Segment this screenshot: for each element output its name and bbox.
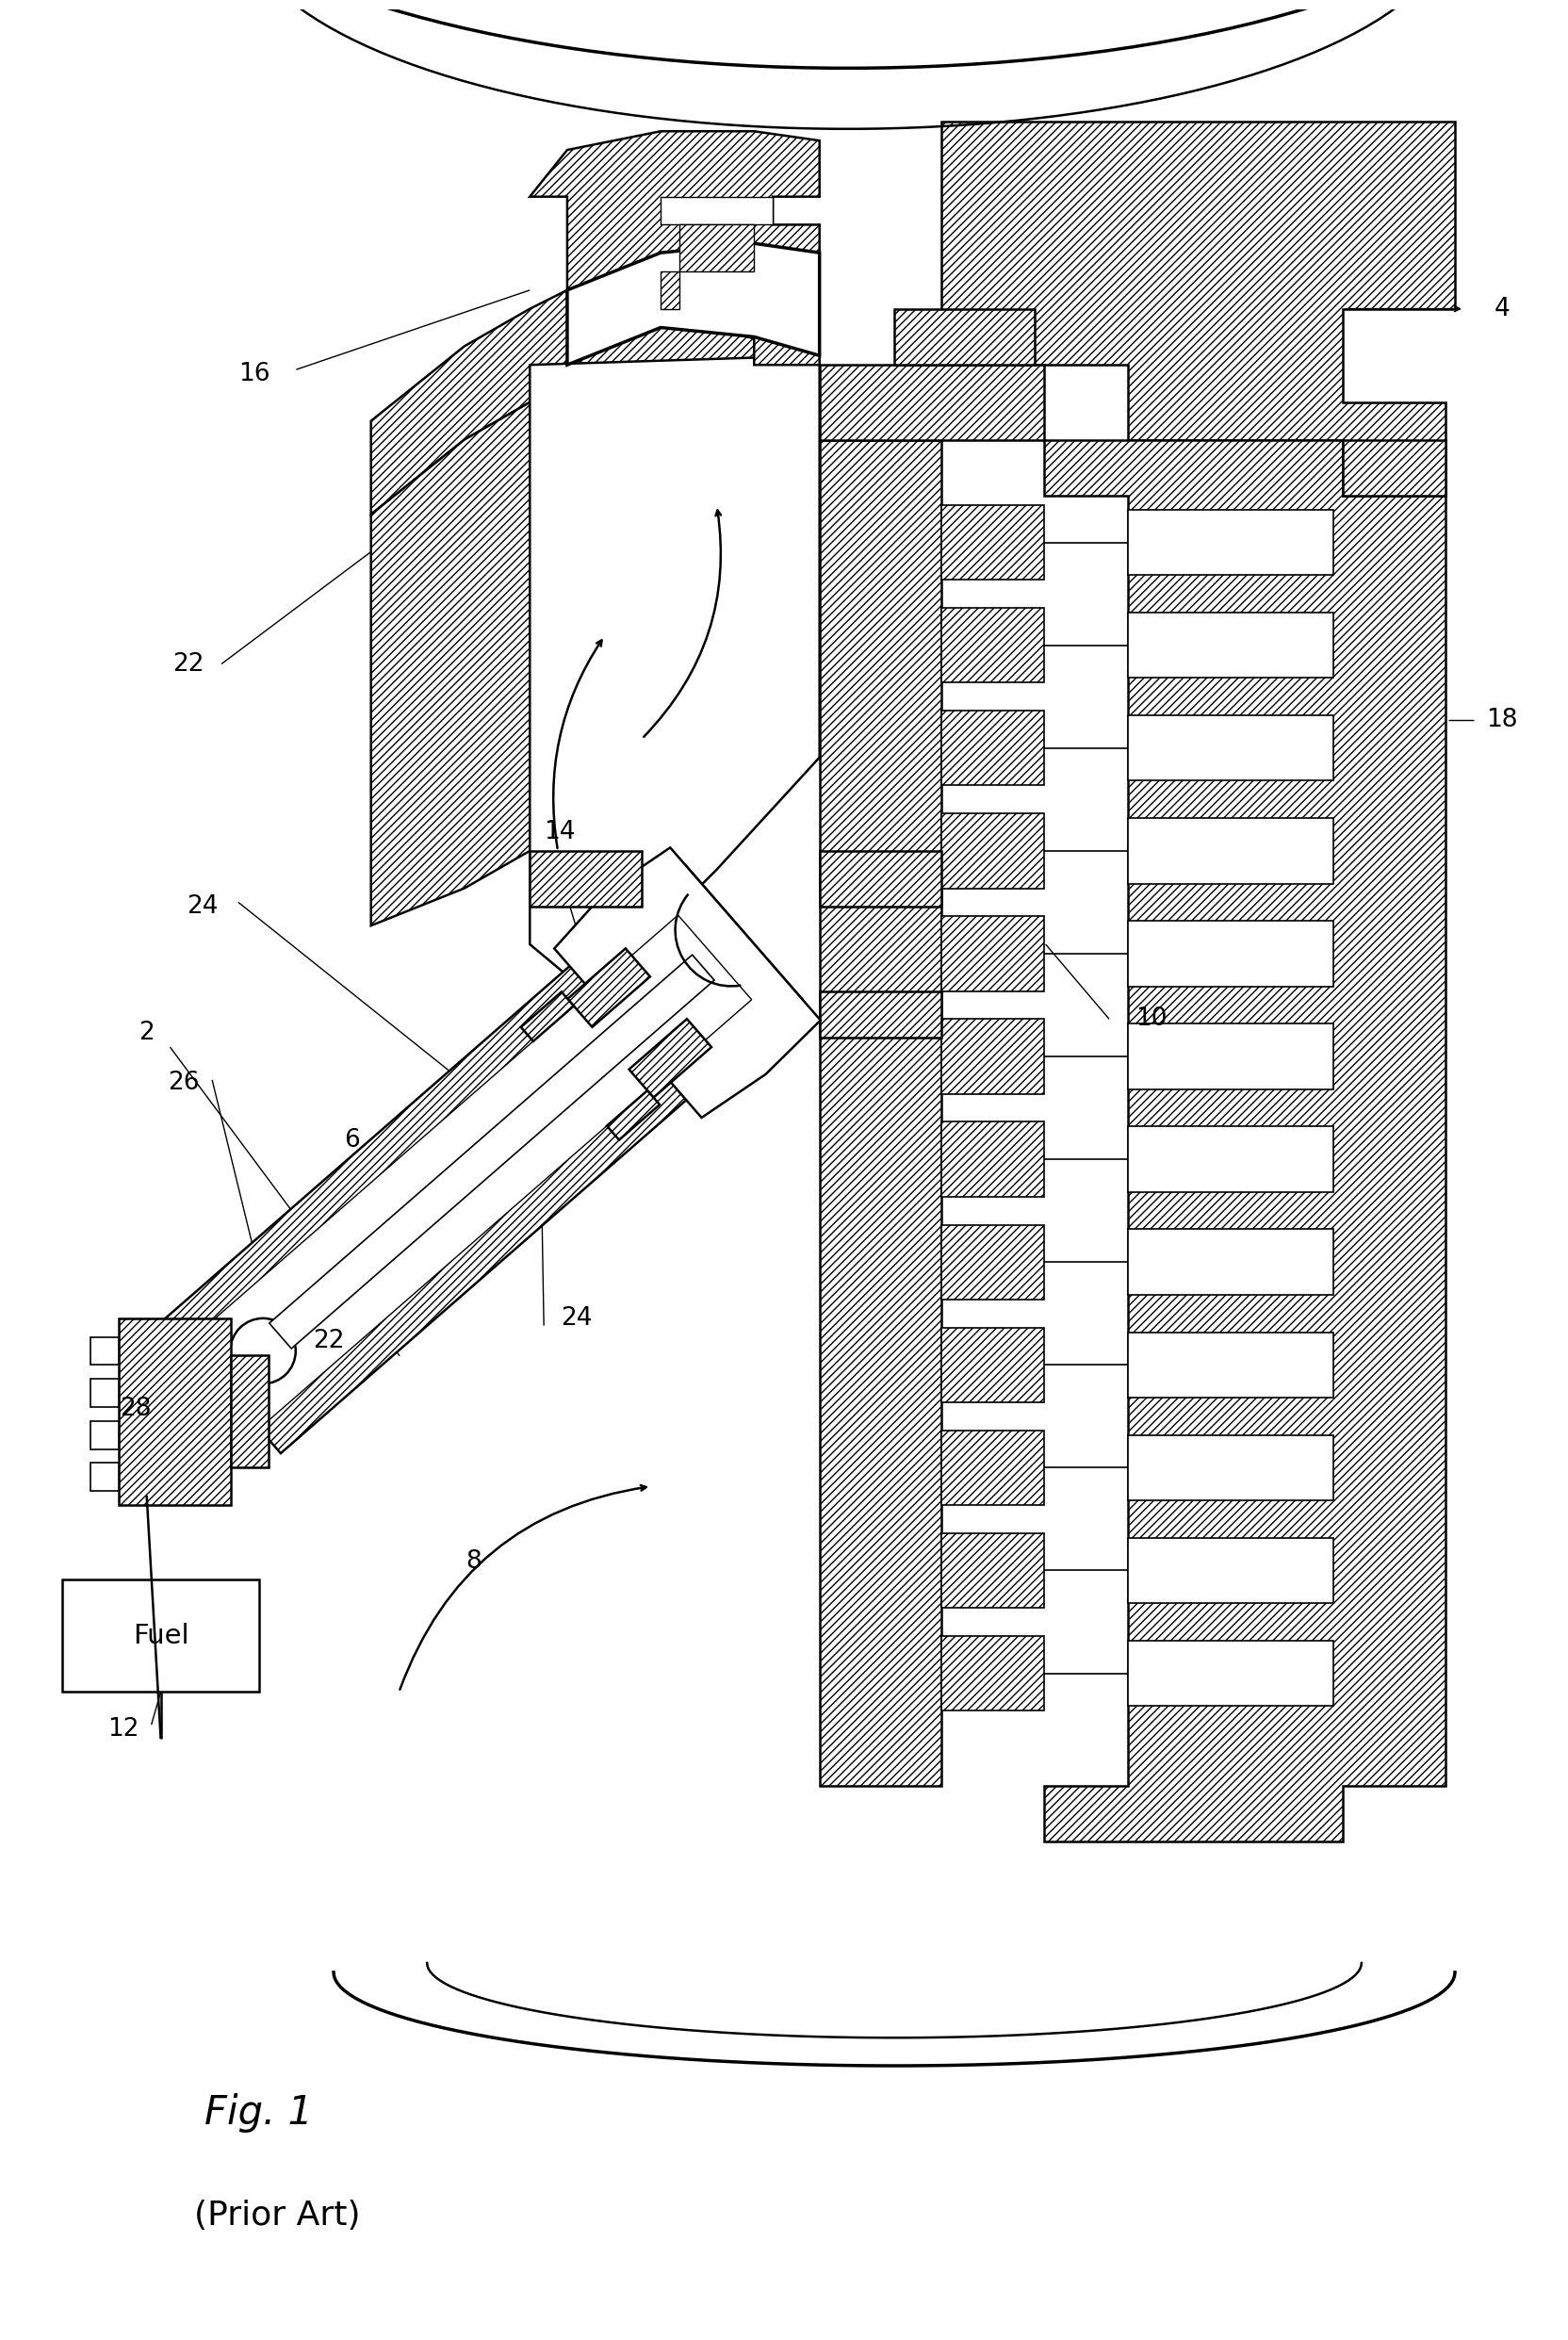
Text: 12: 12 bbox=[108, 1718, 140, 1741]
Text: 22: 22 bbox=[172, 653, 204, 676]
Polygon shape bbox=[941, 1121, 1043, 1196]
Polygon shape bbox=[554, 847, 820, 1119]
Polygon shape bbox=[230, 1355, 268, 1467]
Polygon shape bbox=[91, 1336, 119, 1364]
FancyBboxPatch shape bbox=[63, 1580, 259, 1692]
Polygon shape bbox=[119, 1317, 230, 1505]
Polygon shape bbox=[1127, 613, 1333, 679]
Polygon shape bbox=[91, 1378, 119, 1406]
Polygon shape bbox=[1127, 1126, 1333, 1191]
Polygon shape bbox=[941, 1430, 1043, 1505]
Polygon shape bbox=[568, 948, 649, 1027]
Polygon shape bbox=[941, 917, 1043, 992]
Circle shape bbox=[230, 1317, 295, 1383]
Polygon shape bbox=[941, 608, 1043, 683]
Polygon shape bbox=[894, 309, 1033, 365]
Polygon shape bbox=[941, 814, 1043, 889]
Text: (Prior Art): (Prior Art) bbox=[194, 2200, 361, 2232]
Polygon shape bbox=[941, 711, 1043, 786]
Polygon shape bbox=[941, 1327, 1043, 1402]
Text: 10: 10 bbox=[1135, 1006, 1167, 1032]
Polygon shape bbox=[1127, 1640, 1333, 1706]
Polygon shape bbox=[1127, 510, 1333, 576]
Polygon shape bbox=[530, 131, 818, 365]
Polygon shape bbox=[941, 1636, 1043, 1711]
Polygon shape bbox=[1043, 440, 1444, 1842]
Text: Fig. 1: Fig. 1 bbox=[204, 2092, 314, 2132]
Text: 8: 8 bbox=[466, 1549, 481, 1572]
Polygon shape bbox=[1127, 1331, 1333, 1397]
Polygon shape bbox=[1127, 716, 1333, 782]
Polygon shape bbox=[1127, 1434, 1333, 1500]
Polygon shape bbox=[568, 243, 818, 365]
Polygon shape bbox=[1127, 819, 1333, 885]
Polygon shape bbox=[91, 1462, 119, 1491]
Polygon shape bbox=[521, 992, 574, 1041]
Polygon shape bbox=[941, 122, 1454, 496]
Polygon shape bbox=[370, 402, 530, 927]
Polygon shape bbox=[818, 440, 941, 1785]
Polygon shape bbox=[660, 271, 679, 309]
Polygon shape bbox=[818, 365, 1043, 440]
Polygon shape bbox=[1127, 922, 1333, 987]
Polygon shape bbox=[941, 1020, 1043, 1093]
Polygon shape bbox=[941, 1533, 1043, 1608]
Polygon shape bbox=[629, 1018, 710, 1097]
Polygon shape bbox=[91, 1420, 119, 1448]
Text: 28: 28 bbox=[119, 1397, 151, 1420]
Polygon shape bbox=[818, 992, 941, 1037]
Text: 26: 26 bbox=[168, 1069, 199, 1095]
Text: 16: 16 bbox=[238, 363, 270, 386]
Polygon shape bbox=[165, 866, 801, 1453]
Text: 4: 4 bbox=[1493, 297, 1508, 321]
Polygon shape bbox=[370, 290, 818, 515]
Polygon shape bbox=[270, 955, 713, 1348]
Polygon shape bbox=[607, 1090, 659, 1140]
Text: 24: 24 bbox=[187, 894, 218, 920]
Text: Fuel: Fuel bbox=[133, 1622, 188, 1650]
Polygon shape bbox=[941, 505, 1043, 580]
Polygon shape bbox=[530, 852, 641, 908]
Polygon shape bbox=[1127, 1537, 1333, 1603]
Text: 18: 18 bbox=[1485, 707, 1516, 732]
Polygon shape bbox=[941, 1224, 1043, 1299]
Polygon shape bbox=[1127, 1228, 1333, 1294]
Polygon shape bbox=[1127, 1023, 1333, 1088]
Text: 14: 14 bbox=[544, 819, 575, 845]
Polygon shape bbox=[185, 915, 751, 1430]
Text: 6: 6 bbox=[345, 1128, 361, 1154]
Polygon shape bbox=[1342, 440, 1444, 496]
Text: 2: 2 bbox=[138, 1020, 155, 1046]
Text: 24: 24 bbox=[560, 1306, 593, 1331]
Text: 22: 22 bbox=[314, 1329, 345, 1355]
Polygon shape bbox=[818, 852, 941, 908]
Polygon shape bbox=[660, 197, 773, 225]
Polygon shape bbox=[530, 356, 818, 992]
Polygon shape bbox=[679, 225, 754, 271]
